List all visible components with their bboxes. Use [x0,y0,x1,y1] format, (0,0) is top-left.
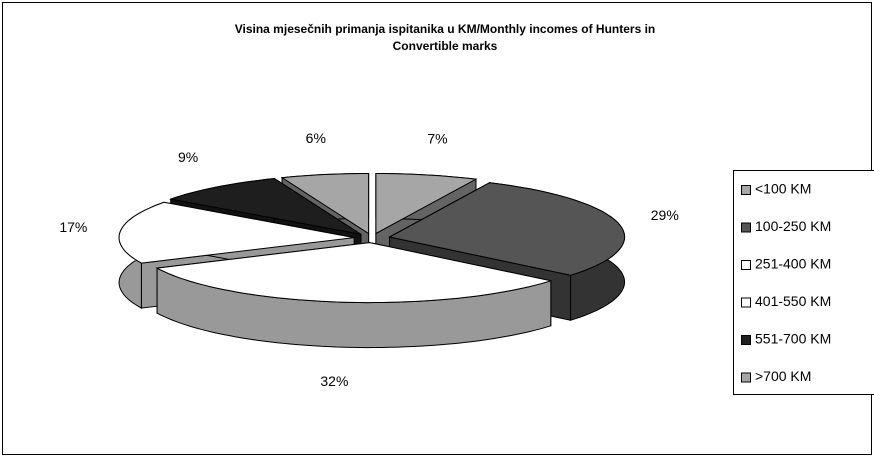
legend-label: 100-250 KM [755,218,831,234]
legend-label: >700 KM [755,368,811,384]
chart-title: Convertible marks [393,39,498,53]
slice [280,173,370,235]
legend-swatch [741,335,751,345]
legend-label: 551-700 KM [755,331,831,347]
data-label: 29% [651,207,679,223]
data-label: 17% [59,219,87,235]
data-label: 32% [320,373,348,389]
data-label: 6% [306,130,326,146]
legend-label: 401-550 KM [755,293,831,309]
data-label: 7% [427,131,447,147]
legend-swatch [741,372,751,383]
legend-swatch [741,222,751,233]
legend-label: <100 KM [755,181,811,197]
data-label: 9% [178,149,198,165]
chart-title: Visina mjesečnih primanja ispitanika u K… [235,22,656,36]
slice [375,173,478,235]
legend-swatch [741,185,751,195]
legend-box [733,170,874,395]
slice [168,178,362,235]
slice [155,241,552,349]
slice [155,242,551,304]
legend-swatch [741,260,751,270]
legend-label: 251-400 KM [755,256,831,272]
legend-swatch [741,297,751,308]
slice [388,182,626,276]
slice [118,201,355,264]
